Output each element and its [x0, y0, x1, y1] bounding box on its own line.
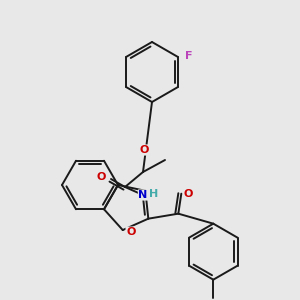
Text: O: O: [184, 189, 193, 199]
Text: N: N: [138, 190, 148, 200]
Text: O: O: [97, 172, 106, 182]
Text: O: O: [126, 227, 135, 237]
Text: H: H: [149, 189, 159, 199]
Text: O: O: [139, 145, 149, 155]
Text: F: F: [185, 51, 193, 61]
